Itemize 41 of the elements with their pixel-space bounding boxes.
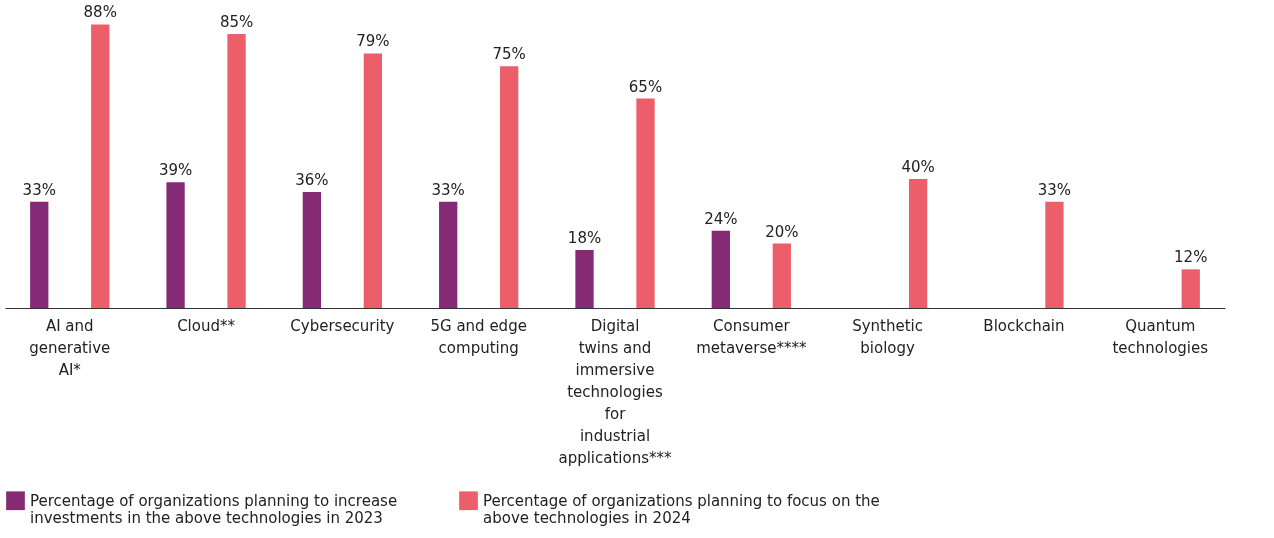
bar: [711, 230, 730, 308]
x-tick-label: Digital twins and immersive technologies for industrial applications***: [558, 316, 673, 467]
data-label: 12%: [1174, 248, 1208, 267]
x-tick-label: Synthetic biology: [852, 316, 924, 357]
x-tick-label: Consumer metaverse****: [696, 316, 807, 357]
bar: [363, 53, 383, 308]
data-label: 75%: [492, 45, 526, 64]
bar: [772, 243, 791, 308]
legend-label: Percentage of organizations planning to focus on the above technologies in 2024: [483, 491, 880, 527]
x-tick-label: 5G and edge computing: [430, 316, 527, 357]
x-tick-label: Cloud**: [177, 316, 236, 335]
bar: [1045, 201, 1064, 308]
x-tick-label: Cybersecurity: [290, 316, 395, 335]
data-label: 65%: [628, 77, 663, 96]
data-label: 24%: [704, 209, 738, 228]
data-label: 85%: [219, 13, 254, 32]
data-label: 36%: [295, 171, 329, 189]
bar: [91, 24, 110, 308]
data-label: 20%: [765, 222, 799, 241]
legend-label: Percentage of organizations planning to increase investments in the above technologies in 2023: [30, 491, 398, 527]
bar: [439, 201, 458, 308]
bar: [1181, 269, 1200, 308]
data-label: 33%: [1037, 180, 1072, 199]
bar: [227, 34, 246, 308]
data-label: 18%: [567, 229, 602, 247]
bar: [302, 192, 322, 308]
data-label: 33%: [431, 180, 465, 199]
data-label: 40%: [901, 158, 935, 177]
bar: [30, 201, 49, 308]
x-tick-label: Quantum technologies: [1112, 316, 1209, 357]
data-label: 39%: [158, 161, 193, 180]
data-label: 79%: [356, 32, 390, 51]
bar: [166, 182, 185, 308]
bar: [908, 179, 928, 308]
bar: [636, 98, 655, 308]
data-label: 33%: [22, 180, 56, 199]
bar: [575, 250, 594, 308]
x-tick-label: Blockchain: [983, 316, 1065, 335]
bar: [500, 66, 519, 308]
x-tick-label: AI and generative AI*: [29, 316, 111, 379]
data-label: 88%: [83, 3, 117, 22]
